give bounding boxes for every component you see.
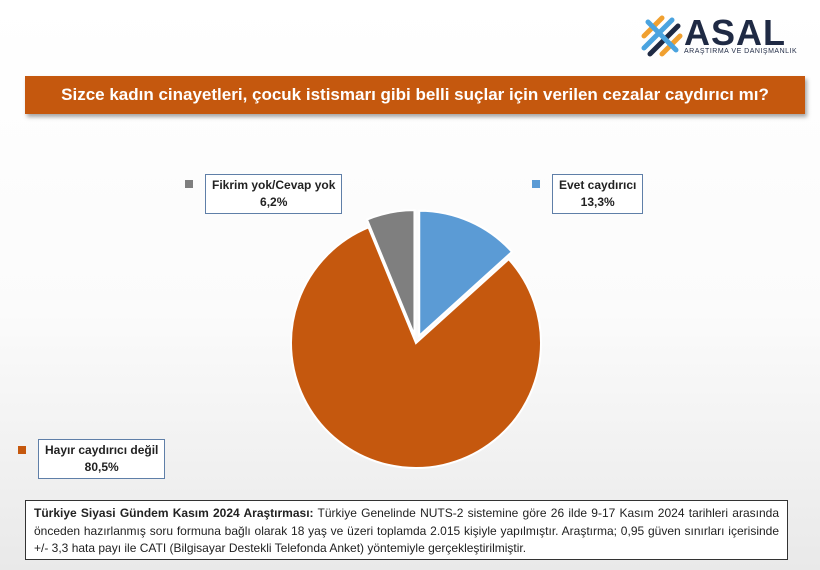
callout-fikrim: Fikrim yok/Cevap yok 6,2% [205,174,343,214]
pie-chart [290,209,542,469]
pie-slice-evet [418,209,514,338]
pie-slice-fikrim [365,209,416,336]
asal-logo-icon [641,15,683,57]
callout-evet-value: 13,3% [580,195,615,209]
chart-title: Sizce kadın cinayetleri, çocuk istismarı… [25,76,805,114]
pie-slice-hayir [290,226,542,469]
callout-fikrim-value: 6,2% [260,195,288,209]
logo-subtitle: ARAŞTIRMA VE DANIŞMANLIK [684,48,798,55]
legend-marker-fikrim [185,180,193,188]
legend-marker-evet [532,180,540,188]
footnote-text: Türkiye Genelinde NUTS-2 sistemine göre … [34,506,780,555]
callout-evet: Evet caydırıcı 13,3% [552,174,644,214]
callout-evet-label: Evet caydırıcı [559,178,637,192]
asal-logo: ASAL ARAŞTIRMA VE DANIŞMANLIK [640,12,800,60]
callout-fikrim-label: Fikrim yok/Cevap yok [212,178,336,192]
footnote-heading: Türkiye Siyasi Gündem Kasım 2024 Araştır… [34,506,314,520]
logo-text: ASAL [684,12,786,53]
callout-hayir-value: 80,5% [84,460,119,474]
survey-footnote: Türkiye Siyasi Gündem Kasım 2024 Araştır… [25,500,788,560]
legend-marker-hayir [18,446,26,454]
callout-hayir: Hayır caydırıcı değil 80,5% [38,439,166,479]
callout-hayir-label: Hayır caydırıcı değil [45,443,159,457]
